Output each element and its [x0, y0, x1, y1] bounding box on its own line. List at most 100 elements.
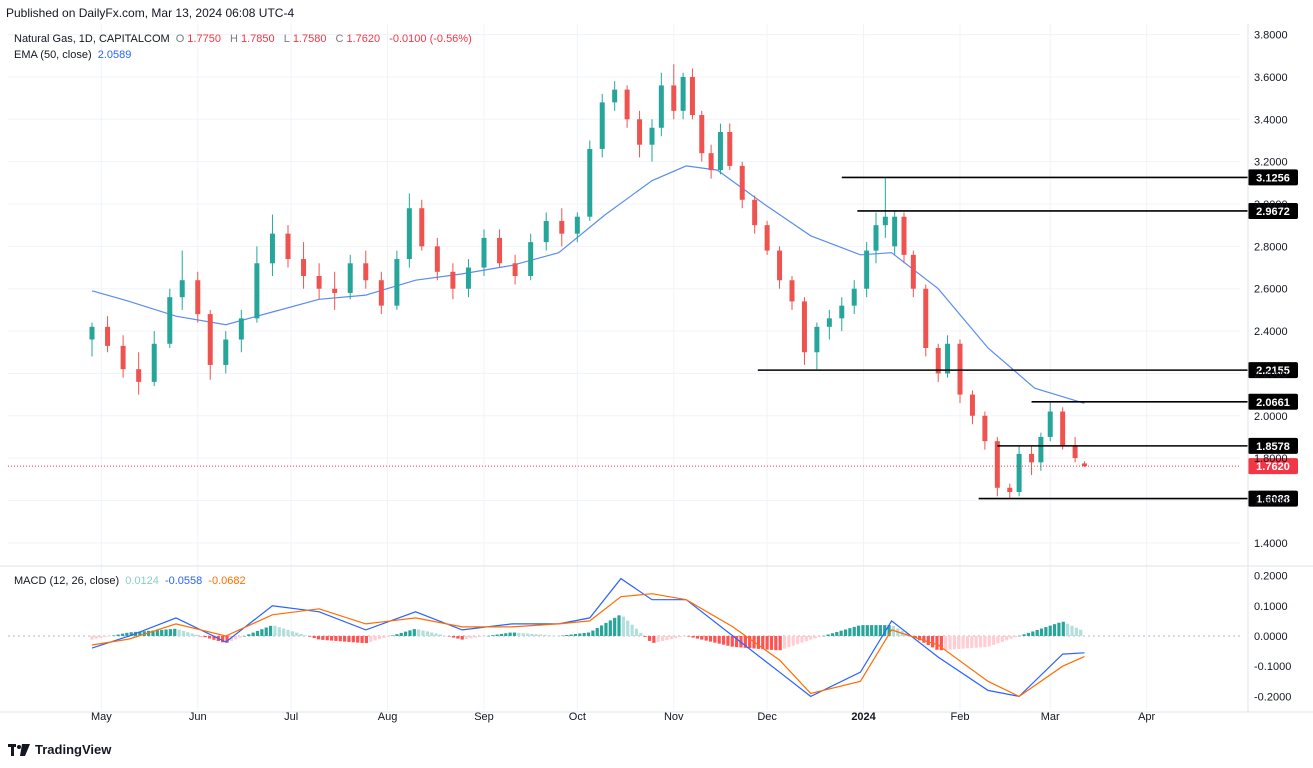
level-label: 2.9672 [1256, 206, 1290, 218]
last-price-label: 1.7620 [1256, 461, 1290, 473]
macd-histogram-bar [539, 634, 543, 636]
macd-histogram-bar [530, 633, 534, 636]
macd-histogram-bar [242, 635, 247, 637]
macd-histogram-bar [521, 633, 525, 636]
macd-histogram-bar [704, 635, 708, 641]
chart-frame: 1.7620 3.1256 2.9672 2.2155 2.0661 1.8578 1.60… [0, 24, 1313, 736]
candle-body [624, 89, 630, 120]
candle-body [658, 85, 664, 128]
macd-y-tick-label: 0.0000 [1254, 631, 1288, 643]
macd-histogram-bar [338, 635, 342, 642]
macd-legend: MACD (12, 26, close) 0.0124 -0.0558 -0.0… [14, 575, 249, 587]
macd-histogram-bar [329, 635, 334, 641]
macd-histogram-bar [782, 635, 787, 649]
candle-body [717, 132, 723, 171]
macd-histogram-bar [700, 635, 704, 640]
y-tick-label: 3.8000 [1254, 30, 1288, 42]
high-value: 1.7850 [240, 33, 275, 45]
macd-histogram-bar [295, 632, 299, 636]
level-label: 2.2155 [1256, 365, 1290, 377]
last-price-badge [1248, 458, 1298, 475]
candle-body [1029, 453, 1035, 463]
macd-histogram-bar [552, 635, 556, 637]
macd-histogram-bar [639, 632, 643, 636]
candle-body [935, 348, 941, 374]
macd-histogram-bar [186, 632, 190, 636]
macd-histogram-bar [125, 632, 129, 636]
macd-histogram-bar [247, 634, 251, 636]
candle-body [151, 343, 157, 382]
macd-histogram-bar [1070, 625, 1074, 636]
macd-histogram-bar [194, 634, 199, 636]
candle-body [543, 220, 549, 243]
candle-body [752, 199, 758, 226]
candle-body [727, 132, 733, 166]
macd-histogram-bar [316, 635, 321, 640]
macd-histogram-bar [417, 629, 421, 636]
brand-name: TradingView [35, 742, 112, 757]
macd-histogram-bar [1079, 629, 1083, 636]
macd-histogram-bar [212, 635, 216, 640]
macd-histogram-bar [443, 635, 447, 637]
macd-histogram-bar [451, 635, 456, 638]
macd-histogram-bar [390, 635, 395, 636]
candle-body [851, 288, 857, 306]
macd-histogram-bar [695, 635, 700, 639]
macd-histogram-bar [177, 629, 181, 636]
macd-histogram-bar [756, 635, 760, 649]
y-tick-label: 3.6000 [1254, 72, 1288, 84]
low-label: L [283, 33, 290, 45]
macd-histogram-bar [399, 632, 403, 636]
candle-body [789, 280, 795, 302]
open-label: O [175, 33, 185, 45]
macd-label: MACD (12, 26, close) [14, 575, 120, 587]
y-tick-label: 1.6000 [1254, 495, 1288, 507]
macd-histogram-bar [225, 635, 229, 643]
tradingview-brand[interactable]: TradingView [8, 742, 111, 757]
macd-histogram-bar [961, 635, 965, 649]
macd-histogram-bar [935, 635, 939, 650]
chart-canvas[interactable]: 1.7620 3.1256 2.9672 2.2155 2.0661 1.8578 1.60… [0, 24, 1313, 736]
macd-histogram-bar [591, 630, 595, 636]
macd-histogram-bar [604, 622, 608, 636]
macd-histogram-bar [268, 625, 273, 636]
macd-histogram-bar [1005, 635, 1009, 641]
y-tick-label: 3.0000 [1254, 199, 1288, 211]
macd-histogram-bar [813, 635, 817, 639]
level-badge [1248, 490, 1298, 507]
macd-histogram-bar [534, 634, 538, 636]
macd-histogram-bar [565, 635, 569, 636]
macd-histogram-bar [229, 635, 233, 642]
macd-histogram-bar [386, 635, 390, 637]
macd-histogram-bar [277, 627, 281, 636]
change-value: -0.0100 (-0.56%) [389, 33, 472, 45]
candle-body [316, 276, 322, 289]
level-badge [1248, 437, 1298, 454]
candle-body [945, 343, 951, 374]
macd-histogram-bar [735, 635, 739, 648]
macd-histogram-bar [508, 632, 512, 636]
candle-body [559, 220, 565, 234]
macd-histogram-bar [412, 629, 416, 636]
candle-body [285, 233, 291, 260]
macd-histogram-bar [364, 635, 368, 644]
candle-body [105, 326, 111, 346]
x-tick-label: Feb [951, 711, 970, 723]
macd-histogram-bar [395, 634, 399, 636]
macd-histogram-bar [665, 635, 669, 641]
levels-group: 1.7620 3.1256 2.9672 2.2155 2.0661 1.8578 1.60… [8, 169, 1298, 507]
macd-histogram-bar [826, 634, 830, 636]
x-tick-label: Nov [664, 711, 684, 723]
candle-body [864, 250, 870, 289]
y-tick-label: 3.4000 [1254, 114, 1288, 126]
candle-body [332, 288, 338, 293]
candle-body [599, 102, 605, 149]
macd-histogram-bar [804, 635, 808, 642]
macd-histogram-bar [730, 635, 734, 647]
y-tick-label: 2.8000 [1254, 241, 1288, 253]
macd-histogram-bar [356, 635, 360, 643]
candle-body [238, 318, 244, 340]
macd-histogram-bar [360, 635, 364, 643]
macd-histogram-bar [582, 633, 586, 636]
candle-body [671, 85, 677, 111]
